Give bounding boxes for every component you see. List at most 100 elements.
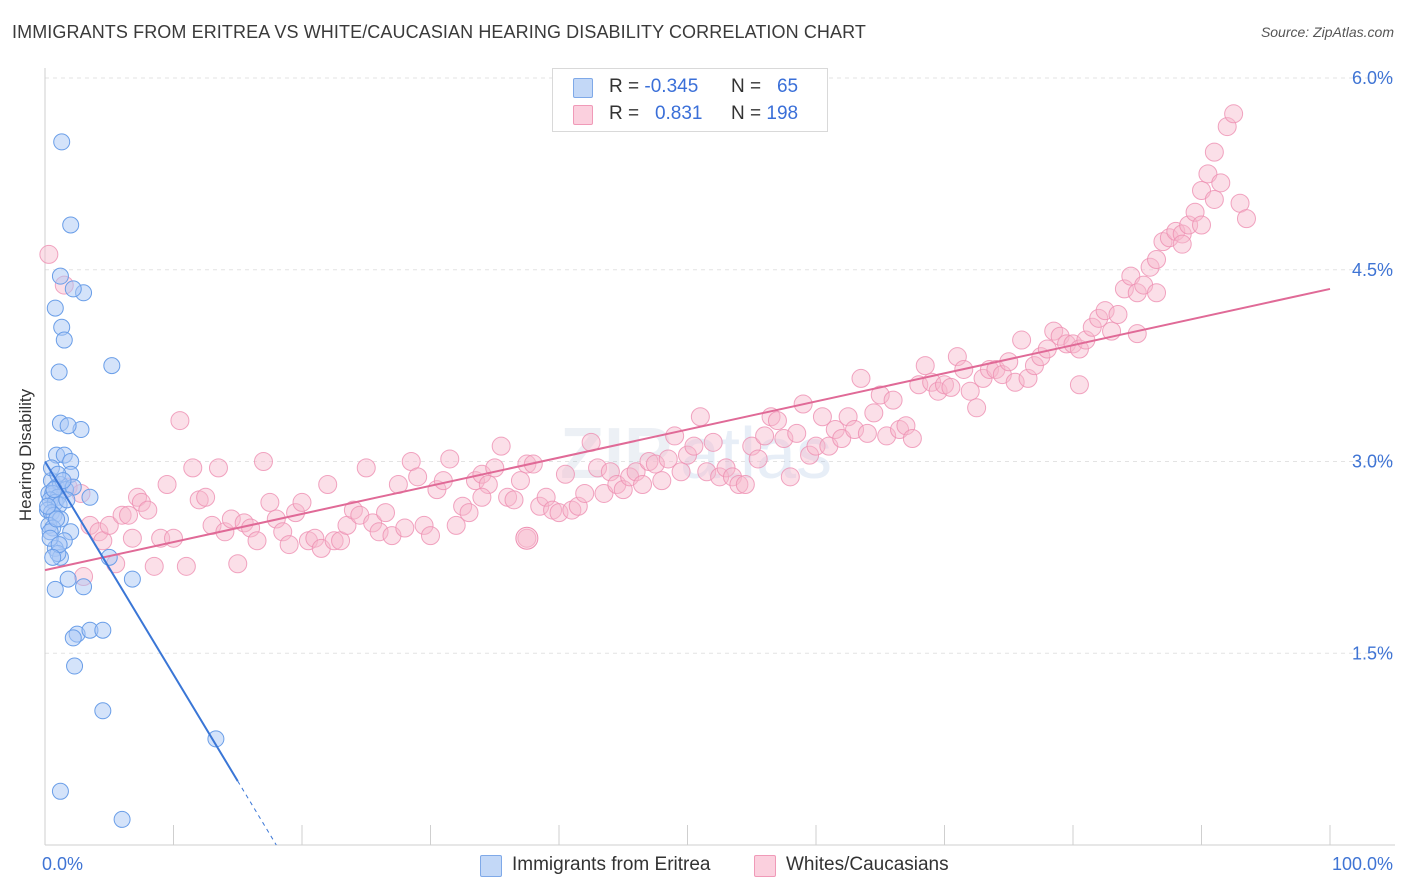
whites-point: [999, 352, 1019, 372]
eritrea-trend-line: [44, 460, 239, 782]
whites-point: [588, 458, 608, 478]
correlation-legend: R = -0.345 N = 65 R = 0.831 N = 198: [552, 68, 828, 132]
whites-point: [767, 411, 787, 431]
whites-point: [1172, 234, 1192, 254]
whites-point: [408, 467, 428, 487]
whites-point: [1044, 321, 1064, 341]
axes: [44, 68, 1395, 846]
y-tick-label-0: 1.5%: [1352, 643, 1393, 663]
whites-point: [1140, 257, 1160, 277]
whites-point: [1236, 209, 1256, 229]
eritrea-point: [39, 497, 57, 515]
whites-point: [536, 487, 556, 507]
eritrea-point: [50, 363, 68, 381]
whites-point: [273, 522, 293, 542]
eritrea-point: [207, 730, 225, 748]
whites-point: [356, 458, 376, 478]
eritrea-point: [46, 299, 64, 317]
series-swatch-whites: [754, 855, 776, 877]
eritrea-point: [123, 570, 141, 588]
whites-point: [742, 436, 762, 456]
whites-point: [1069, 375, 1089, 395]
eritrea-point: [59, 570, 77, 588]
whites-point: [395, 518, 415, 538]
whites-point: [515, 526, 539, 550]
whites-point: [414, 515, 434, 535]
eritrea-point: [64, 629, 82, 647]
whites-point: [780, 467, 800, 487]
y-tick-label-2: 4.5%: [1352, 260, 1393, 280]
whites-point: [1204, 189, 1224, 209]
whites-point: [221, 509, 241, 529]
eritrea-point: [94, 621, 112, 639]
eritrea-point: [66, 657, 84, 675]
whites-point: [279, 535, 299, 555]
whites-point: [446, 515, 466, 535]
eritrea-trend-extension: [237, 780, 277, 846]
eritrea-point: [94, 702, 112, 720]
legend-swatch-eritrea: [573, 78, 593, 98]
whites-point: [144, 556, 164, 576]
whites-point: [703, 432, 723, 452]
y-tick-label-3: 6.0%: [1352, 68, 1393, 88]
whites-point: [119, 505, 139, 525]
whites-point: [864, 403, 884, 423]
whites-point: [1108, 304, 1128, 324]
whites-point: [671, 462, 691, 482]
whites-point: [883, 390, 903, 410]
eritrea-point: [51, 267, 69, 285]
whites-point: [1192, 215, 1211, 235]
whites-point: [645, 454, 665, 474]
whites-point: [491, 436, 511, 456]
whites-point: [421, 526, 440, 546]
whites-point: [851, 368, 871, 388]
whites-point: [1147, 250, 1167, 270]
whites-point: [755, 426, 775, 446]
whites-point: [472, 487, 492, 507]
whites-point: [1089, 308, 1109, 328]
whites-point: [812, 407, 832, 427]
whites-point: [857, 423, 877, 443]
whites-point: [845, 420, 865, 440]
whites-point: [1095, 301, 1115, 321]
whites-point: [510, 471, 530, 491]
y-tick-label-1: 3.0%: [1352, 452, 1393, 472]
whites-point: [600, 462, 620, 482]
whites-point: [555, 464, 575, 484]
whites-point: [960, 381, 980, 401]
whites-point: [170, 411, 190, 431]
legend-r-eritrea: R = -0.345: [609, 76, 699, 97]
whites-point: [652, 471, 672, 491]
legend-n-whites: N = 198: [731, 103, 799, 124]
eritrea-point: [75, 578, 93, 596]
whites-point: [568, 496, 588, 516]
whites-point: [196, 487, 216, 507]
whites-point: [690, 407, 710, 427]
whites-point: [369, 522, 389, 542]
whites-point: [633, 475, 653, 495]
chart-title: IMMIGRANTS FROM ERITREA VS WHITE/CAUCASI…: [12, 22, 867, 42]
whites-point: [228, 554, 248, 574]
whites-trend-line: [44, 287, 1331, 572]
whites-point: [1147, 283, 1167, 303]
eritrea-point: [51, 782, 69, 800]
legend-swatch-whites: [573, 105, 593, 125]
whites-point: [157, 475, 177, 495]
whites-point: [517, 528, 537, 548]
whites-point: [459, 503, 479, 523]
whites-point: [902, 428, 922, 448]
whites-point: [131, 492, 151, 512]
eritrea-point: [81, 488, 99, 506]
whites-point: [39, 244, 59, 264]
whites-point: [947, 347, 967, 367]
whites-point: [292, 492, 312, 512]
whites-point: [1005, 372, 1025, 392]
series-label-whites: Whites/Caucasians: [786, 854, 949, 875]
whites-point: [665, 426, 685, 446]
whites-point: [1217, 117, 1237, 137]
whites-point: [440, 449, 460, 469]
whites-point: [1211, 173, 1231, 193]
eritrea-point: [59, 417, 77, 435]
eritrea-point: [103, 357, 121, 375]
